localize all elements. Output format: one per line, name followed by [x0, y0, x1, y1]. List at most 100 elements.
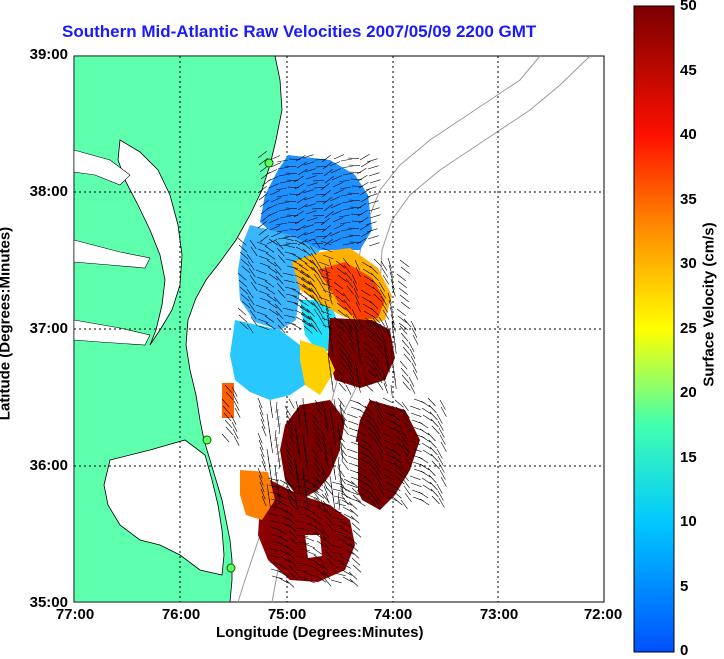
velocity-vector	[386, 460, 398, 467]
velocity-vector	[338, 179, 350, 183]
velocity-vector	[257, 248, 269, 254]
velocity-vector	[372, 352, 380, 363]
velocity-vector	[320, 183, 330, 191]
velocity-vector	[379, 323, 387, 334]
velocity-vector	[277, 570, 288, 577]
velocity-vector	[286, 551, 296, 560]
velocity-vector	[325, 272, 330, 284]
velocity-vector	[259, 411, 265, 423]
velocity-vector	[339, 520, 350, 527]
velocity-vector	[427, 397, 436, 407]
velocity-vector	[339, 411, 347, 422]
velocity-vector	[335, 295, 345, 303]
velocity-vector	[380, 260, 388, 271]
velocity-vector	[305, 515, 317, 521]
velocity-vector	[440, 406, 447, 417]
velocity-vector	[356, 339, 360, 351]
velocity-vector	[397, 315, 407, 323]
velocity-vector	[295, 281, 306, 288]
velocity-vector	[276, 159, 288, 163]
velocity-vector	[325, 521, 334, 531]
velocity-vector	[332, 488, 344, 493]
velocity-vector	[269, 526, 281, 531]
velocity-vector	[439, 469, 446, 480]
velocity-vector	[277, 324, 286, 334]
velocity-vector	[270, 197, 282, 203]
velocity-vector	[274, 464, 277, 477]
velocity-vector	[341, 425, 349, 436]
velocity-vector	[315, 236, 328, 238]
velocity-vector	[255, 269, 267, 275]
velocity-vector	[295, 492, 307, 495]
velocity-vector	[284, 200, 297, 202]
velocity-vector	[391, 448, 401, 457]
velocity-vector	[316, 296, 324, 307]
velocity-vector	[315, 289, 323, 300]
velocity-vector	[300, 278, 311, 285]
velocity-vector	[422, 414, 433, 422]
velocity-vector	[357, 381, 361, 393]
velocity-vector	[332, 523, 344, 528]
velocity-vector	[221, 398, 230, 408]
velocity-vector	[232, 393, 239, 404]
velocity-vector	[374, 463, 381, 474]
velocity-vector	[386, 495, 398, 502]
velocity-vector	[314, 561, 325, 569]
x-tick-label: 72:00	[583, 606, 623, 623]
velocity-vector	[351, 522, 361, 531]
velocity-vector	[374, 366, 382, 377]
velocity-vector	[363, 310, 374, 317]
velocity-vector	[297, 506, 309, 509]
velocity-vector	[365, 447, 374, 457]
velocity-vector	[348, 536, 358, 545]
velocity-vector	[333, 189, 345, 195]
velocity-vector	[354, 325, 358, 337]
velocity-vector	[350, 515, 360, 524]
velocity-vector	[269, 491, 281, 496]
velocity-vector	[249, 274, 257, 285]
colorbar-tick-label: 50	[680, 0, 697, 14]
velocity-vector	[385, 326, 391, 338]
velocity-vector	[288, 398, 295, 409]
velocity-vector	[345, 313, 354, 323]
velocity-vector	[401, 339, 410, 349]
velocity-vector	[324, 514, 333, 524]
velocity-vector	[371, 314, 381, 323]
velocity-vector	[333, 281, 343, 289]
velocity-vector	[330, 544, 342, 549]
velocity-vector	[307, 564, 319, 570]
velocity-vector	[355, 301, 361, 313]
velocity-vector	[373, 456, 380, 467]
velocity-vector	[258, 193, 268, 201]
velocity-vector	[382, 309, 390, 320]
velocity-vector	[313, 427, 321, 438]
velocity-vector	[221, 433, 230, 443]
velocity-vector	[349, 508, 359, 517]
velocity-vector	[360, 231, 371, 238]
velocity-vector	[238, 279, 248, 288]
velocity-vector	[356, 374, 360, 386]
velocity-vector	[373, 293, 383, 302]
velocity-vector	[376, 442, 383, 453]
velocity-vector	[291, 323, 302, 330]
velocity-vector	[348, 501, 358, 510]
velocity-vector	[265, 287, 276, 295]
velocity-vector	[271, 575, 283, 580]
velocity-vector	[387, 257, 392, 269]
velocity-vector	[365, 412, 374, 422]
velocity-vector	[313, 519, 324, 527]
velocity-vector	[373, 359, 381, 370]
velocity-vector	[323, 542, 332, 552]
velocity-vector	[388, 299, 393, 311]
velocity-vector	[340, 442, 343, 455]
velocity-vector	[338, 347, 347, 357]
velocity-vector	[271, 540, 283, 545]
velocity-vector	[367, 334, 377, 343]
velocity-vector	[274, 303, 283, 313]
velocity-vector	[268, 308, 279, 316]
velocity-vector	[440, 476, 447, 487]
velocity-vector	[418, 491, 429, 499]
velocity-vector	[241, 265, 251, 274]
velocity-vector	[277, 415, 280, 428]
velocity-vector	[319, 282, 327, 293]
